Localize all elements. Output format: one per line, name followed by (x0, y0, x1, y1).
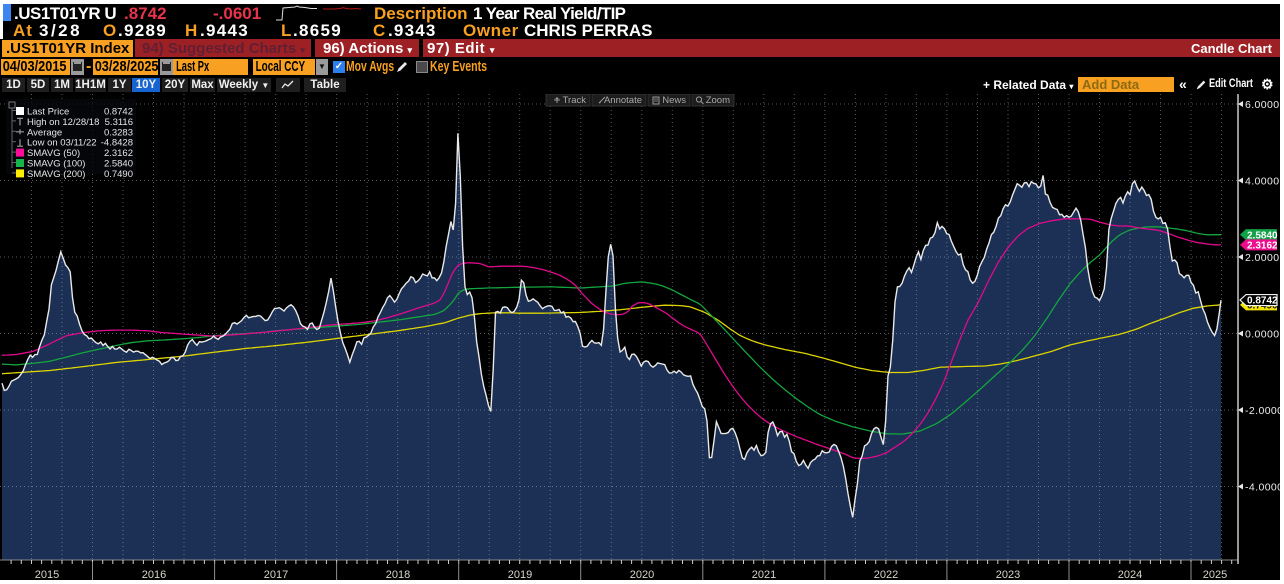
svg-text:0.8742: 0.8742 (104, 107, 133, 118)
svg-text:SMAVG (100): SMAVG (100) (27, 159, 85, 170)
svg-text:Low on 03/11/22: Low on 03/11/22 (27, 138, 97, 149)
svg-text:0.3283: 0.3283 (104, 127, 133, 138)
svg-text:2016: 2016 (142, 569, 166, 580)
svg-text:0.8742: 0.8742 (1247, 296, 1278, 307)
svg-text:2017: 2017 (264, 569, 288, 580)
svg-text:2023: 2023 (996, 569, 1020, 580)
svg-text:SMAVG (200): SMAVG (200) (27, 169, 85, 180)
svg-text:-4.0000: -4.0000 (1245, 481, 1280, 493)
svg-text:0.7490: 0.7490 (104, 169, 133, 180)
svg-text:2.3162: 2.3162 (104, 148, 133, 159)
svg-text:Track: Track (563, 95, 587, 106)
svg-text:News: News (662, 95, 686, 106)
svg-text:2015: 2015 (35, 569, 59, 580)
svg-text:2025: 2025 (1203, 569, 1227, 580)
svg-text:2018: 2018 (386, 569, 410, 580)
svg-text:-4.8428: -4.8428 (101, 138, 133, 149)
svg-text:SMAVG (50): SMAVG (50) (27, 148, 80, 159)
svg-text:6.0000: 6.0000 (1245, 99, 1280, 111)
svg-text:2.5840: 2.5840 (1247, 230, 1278, 241)
svg-text:-2.0000: -2.0000 (1245, 405, 1280, 417)
svg-text:High on 12/28/18: High on 12/28/18 (27, 117, 99, 128)
svg-text:5.3116: 5.3116 (105, 117, 133, 128)
svg-text:0.0000: 0.0000 (1245, 328, 1280, 340)
svg-text:2020: 2020 (630, 569, 654, 580)
svg-text:2021: 2021 (752, 569, 776, 580)
svg-text:2.3162: 2.3162 (1247, 241, 1278, 252)
svg-text:Zoom: Zoom (706, 95, 730, 106)
svg-text:Average: Average (27, 127, 62, 138)
svg-text:Last Price: Last Price (27, 107, 69, 118)
svg-text:Annotate: Annotate (604, 95, 642, 106)
svg-text:2019: 2019 (508, 569, 532, 580)
svg-text:2.5840: 2.5840 (104, 159, 133, 170)
svg-text:2024: 2024 (1118, 569, 1142, 580)
svg-text:2022: 2022 (874, 569, 898, 580)
svg-text:2.0000: 2.0000 (1245, 252, 1280, 264)
svg-text:4.0000: 4.0000 (1245, 175, 1280, 187)
